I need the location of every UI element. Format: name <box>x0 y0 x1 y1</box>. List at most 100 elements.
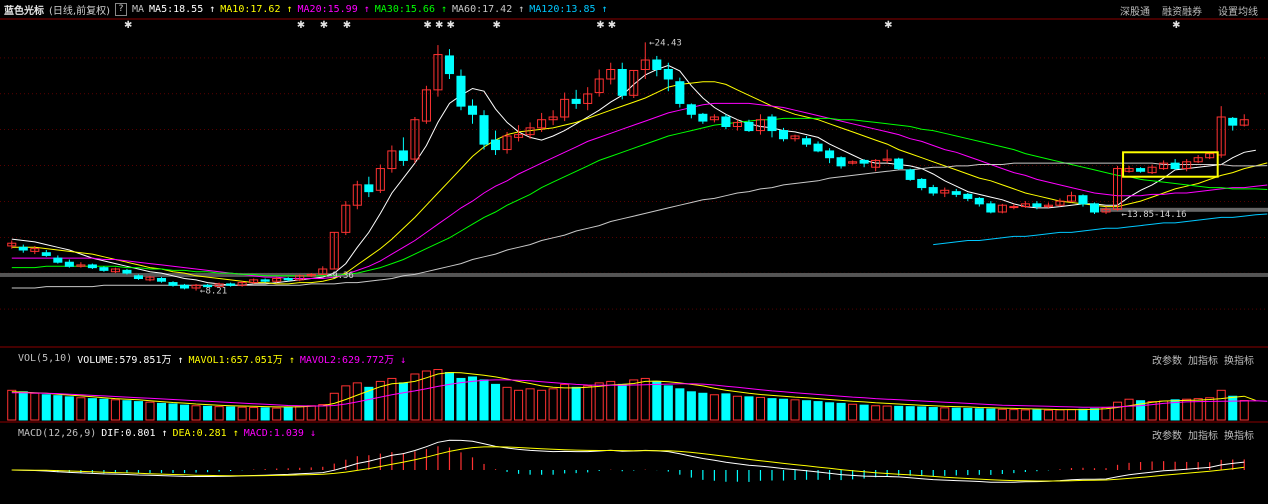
volume-bar <box>433 369 443 421</box>
volume-bar <box>180 404 190 421</box>
margin-trading-button[interactable]: 融资融券 <box>1162 7 1202 18</box>
volume-bar <box>1020 409 1030 421</box>
candle-body <box>514 134 524 138</box>
volume-bar <box>928 407 938 421</box>
candle-body <box>802 138 812 145</box>
candle-body <box>963 193 973 199</box>
volume-bar <box>802 400 812 421</box>
volume-bar <box>537 389 547 421</box>
candle-body <box>1113 168 1123 210</box>
candle-body <box>755 119 765 132</box>
candle-body <box>375 168 385 191</box>
indicator-name[interactable]: MA <box>131 3 145 15</box>
ma-line-ma30 <box>11 117 1268 277</box>
candle-body <box>99 267 109 271</box>
volume-bar <box>1066 409 1076 421</box>
candle-body <box>30 248 40 252</box>
volume-bar <box>629 379 639 421</box>
volume-bar <box>467 376 478 421</box>
macd-title[interactable]: MACD(12,26,9) <box>18 427 97 439</box>
volume-bar <box>1193 398 1203 421</box>
volume-bar <box>1239 399 1249 421</box>
candle-body <box>479 115 489 145</box>
volume-bar <box>940 407 950 421</box>
candle-body <box>156 278 167 282</box>
candle-body <box>306 273 316 277</box>
ma-item-1: MA10:17.62 ↑ <box>220 3 293 15</box>
candle-body <box>133 275 143 279</box>
set-ma-button[interactable]: 设置均线 <box>1218 7 1258 18</box>
vol-add-indicator-button[interactable]: 加指标 <box>1188 356 1218 367</box>
volume-bar <box>18 391 28 421</box>
volume-bar <box>721 393 731 421</box>
volume-bar <box>491 383 501 421</box>
volume-bar <box>997 408 1007 421</box>
candle-body <box>18 246 28 251</box>
volume-bar <box>732 395 742 421</box>
volume-bar <box>790 399 800 421</box>
price-annotation: ←9.36 <box>327 271 354 281</box>
candle-body <box>214 283 224 288</box>
volume-bar <box>1228 395 1238 421</box>
vol-switch-indicator-button[interactable]: 换指标 <box>1224 356 1254 367</box>
macd-line <box>11 439 1245 483</box>
candle-body <box>871 159 881 168</box>
candle-body <box>560 98 570 118</box>
candle-body <box>744 121 754 132</box>
volume-bar <box>41 394 51 421</box>
candle-body <box>341 204 351 233</box>
volume-bar <box>1136 400 1146 421</box>
macd-add-indicator-button[interactable]: 加指标 <box>1188 431 1218 442</box>
candle-body <box>1124 168 1134 172</box>
volume-bar <box>1147 401 1157 421</box>
volume-bar <box>364 386 374 421</box>
ma-line-ma5 <box>11 64 1256 286</box>
candle-body <box>813 143 823 152</box>
vol-title[interactable]: VOL(5,10) <box>18 352 73 364</box>
macd-values: DIF:0.801 ↑ DEA:0.281 ↑ MACD:1.039 ↓ <box>101 428 321 439</box>
price-annotation: ←13.85-14.16 <box>1122 210 1187 220</box>
candle-body <box>583 93 593 104</box>
candle-body <box>928 187 938 194</box>
candle-body <box>64 261 74 267</box>
volume-bar <box>963 407 973 421</box>
volume-bar <box>1205 397 1215 421</box>
volume-bar <box>652 380 662 421</box>
ma-line-ma120 <box>933 213 1268 246</box>
volume-bar <box>375 380 385 421</box>
candle-body <box>1136 168 1146 172</box>
event-marker: ✱ <box>320 20 328 31</box>
ma-values: MA5:18.55 ↑ MA10:17.62 ↑ MA20:15.99 ↑ MA30:… <box>149 4 613 15</box>
volume-bar <box>663 385 673 421</box>
volume-bar <box>917 406 927 421</box>
candle-body <box>410 119 420 160</box>
volume-ma-line <box>11 379 1268 408</box>
event-marker: ✱ <box>493 20 501 31</box>
candle-body <box>721 116 731 127</box>
event-marker: ✱ <box>297 20 305 31</box>
stock-name[interactable]: 蓝色光标 <box>4 5 44 17</box>
volume-bar <box>871 405 881 421</box>
macd-switch-indicator-button[interactable]: 换指标 <box>1224 431 1254 442</box>
candle-body <box>986 203 996 213</box>
highlight-box <box>1122 151 1219 178</box>
volume-bar <box>421 370 431 421</box>
candle-body <box>53 257 63 263</box>
shenguTong-button[interactable]: 深股通 <box>1120 7 1150 18</box>
candle-body <box>709 116 719 121</box>
event-marker: ✱ <box>1172 20 1180 31</box>
vol-change-params-button[interactable]: 改参数 <box>1152 356 1182 367</box>
volume-bar <box>571 386 581 421</box>
help-icon[interactable]: ? <box>114 2 127 16</box>
volume-bar <box>583 385 593 421</box>
volume-bar <box>1009 409 1019 421</box>
candle-body <box>617 69 627 96</box>
candle-body <box>917 178 927 189</box>
macd-change-params-button[interactable]: 改参数 <box>1152 431 1182 442</box>
macd-item-2: MACD:1.039 ↓ <box>243 427 316 439</box>
volume-bar <box>1032 409 1042 421</box>
candle-body <box>686 104 696 115</box>
volume-bar <box>825 402 835 421</box>
